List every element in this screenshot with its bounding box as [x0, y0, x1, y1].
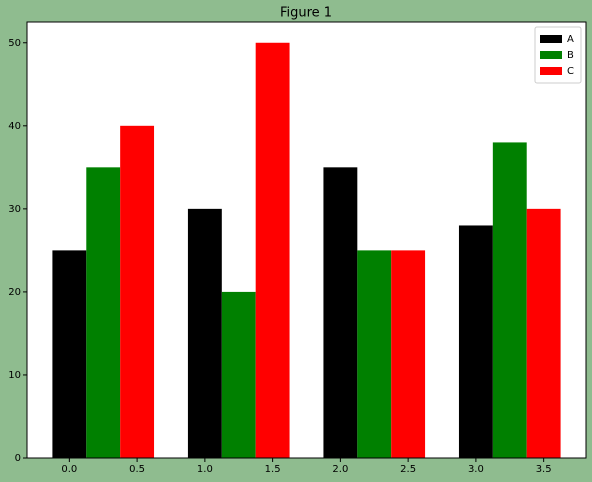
x-tick-label: 0.5 [129, 464, 145, 475]
legend-label: C [567, 66, 574, 77]
y-tick-label: 10 [8, 370, 21, 381]
legend-swatch [540, 67, 562, 75]
bar [187, 208, 222, 458]
y-tick-label: 20 [8, 287, 21, 298]
y-tick-label: 50 [8, 38, 21, 49]
x-tick-label: 3.5 [536, 464, 552, 475]
bar [323, 167, 358, 459]
y-tick-label: 40 [8, 121, 21, 132]
x-tick-label: 3.0 [468, 464, 484, 475]
bar [120, 125, 155, 459]
y-tick-label: 0 [15, 453, 21, 464]
bar [492, 142, 527, 458]
legend-label: B [567, 50, 574, 61]
bar [221, 291, 256, 458]
axes-frame [26, 21, 587, 459]
bar [391, 250, 426, 458]
x-tick-label: 2.5 [400, 464, 416, 475]
x-tick-label: 0.0 [61, 464, 77, 475]
bar [52, 250, 87, 458]
legend-label: A [567, 34, 574, 45]
x-tick-label: 2.0 [332, 464, 348, 475]
legend-swatch [540, 35, 562, 43]
bar [458, 225, 493, 458]
bar [255, 42, 290, 459]
x-tick-label: 1.0 [197, 464, 213, 475]
y-tick-label: 30 [8, 204, 21, 215]
legend-swatch [540, 51, 562, 59]
chart-title: Figure 1 [280, 6, 332, 21]
bar [86, 167, 121, 459]
bar [526, 208, 561, 458]
x-tick-label: 1.5 [265, 464, 281, 475]
bar [357, 250, 392, 458]
